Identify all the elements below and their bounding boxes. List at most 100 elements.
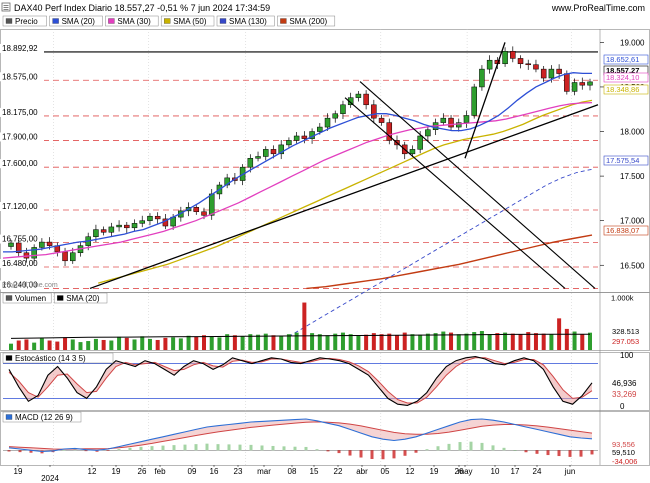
level-label-bg	[0, 201, 44, 211]
sma-line	[98, 99, 593, 284]
candle	[278, 144, 284, 155]
level-label: 16.480,00	[2, 259, 38, 268]
volume-bar	[147, 338, 152, 350]
x-tick-label: jun	[564, 467, 576, 476]
panels	[0, 29, 650, 466]
level-label-bg	[0, 107, 44, 117]
y-tick-label: 1.000k	[611, 293, 634, 302]
volume-bar	[387, 333, 392, 350]
value-label: 93,556	[612, 440, 635, 449]
trend-line	[359, 81, 596, 289]
volume-bar	[55, 341, 60, 350]
macd-histogram-bar	[128, 447, 132, 451]
macd-histogram-bar	[260, 445, 264, 451]
value-label: 328.513	[612, 327, 639, 336]
candle	[579, 82, 586, 86]
level-label-bg	[0, 72, 44, 82]
candle	[131, 223, 138, 229]
stoch-fill	[9, 356, 592, 406]
volume-bar	[256, 334, 261, 350]
x-tick-label: 22	[334, 467, 343, 476]
x-tick-label: abr	[356, 467, 368, 476]
legend-item	[2, 411, 82, 423]
macd-histogram-bar	[304, 446, 308, 451]
legend-item	[277, 15, 336, 27]
legend-label: SMA (20)	[62, 17, 96, 26]
x-tick-label: 05	[381, 467, 390, 476]
menu-lines-icon[interactable]	[1, 2, 11, 12]
macd-histogram-bar	[139, 446, 143, 451]
macd-signal-line	[8, 421, 593, 450]
y-tick-label: 17.000	[620, 217, 645, 226]
candle	[139, 220, 145, 224]
macd-histogram-bar	[150, 446, 154, 451]
macd-histogram-bar	[425, 449, 429, 451]
watermark: www.ProRealTime.com	[551, 3, 645, 13]
y-tick-label: 17.500	[620, 172, 645, 181]
macd-histogram-bar	[62, 450, 66, 451]
macd-histogram-bar	[568, 450, 572, 457]
stoch-d-line	[8, 357, 593, 404]
volume-bar	[178, 338, 183, 350]
x-tick-label: 26	[138, 467, 147, 476]
candle	[46, 241, 53, 246]
macd-histogram-bar	[491, 445, 495, 451]
volume-bar	[279, 335, 284, 350]
level-label-bg	[0, 43, 44, 53]
volume-bar	[495, 333, 500, 350]
volume-bar	[526, 332, 531, 350]
macd-histogram-bar	[403, 450, 407, 456]
candle	[409, 149, 416, 155]
macd-line	[8, 418, 593, 453]
legend-swatch	[5, 18, 13, 24]
macd-histogram-bar	[326, 450, 330, 452]
legend-swatch	[57, 295, 64, 301]
value-label: 33,269	[612, 390, 637, 399]
volume-bar	[109, 340, 114, 350]
legend-swatch	[108, 18, 115, 24]
x-tick-label: 15	[310, 467, 319, 476]
legend-item	[216, 15, 275, 27]
volume-bar	[171, 337, 176, 350]
legend-label: SMA (30)	[117, 17, 151, 26]
volume-bar	[302, 302, 307, 350]
candle	[263, 149, 269, 157]
watermark-small: ProRealTime.com	[2, 282, 58, 289]
legend-swatch	[5, 295, 13, 301]
value-label: 297.053	[612, 337, 639, 346]
volume-bar	[263, 333, 268, 350]
macd-histogram-bar	[238, 444, 242, 451]
candle	[332, 113, 338, 119]
legend-label: SMA (200)	[289, 17, 327, 26]
value-label: -34,006	[612, 457, 637, 466]
trend-line	[464, 42, 506, 159]
volume-bar	[333, 333, 338, 350]
candle	[340, 104, 346, 114]
volume-sma-line	[10, 333, 591, 339]
macd-histogram-bar	[480, 442, 484, 451]
volume-bar	[356, 335, 361, 350]
legend-swatch	[164, 18, 171, 24]
macd-histogram-bar	[524, 450, 528, 453]
value-box	[603, 155, 649, 166]
candle	[456, 122, 462, 128]
candle	[100, 229, 107, 233]
candle	[471, 86, 477, 116]
candle	[124, 224, 130, 229]
macd-histogram-bar	[337, 450, 341, 454]
legends: Precio SMA (20) SMA (30) SMA (50) SMA (130) S…	[2, 15, 336, 423]
value-label: 17.575,54	[606, 156, 639, 165]
macd-histogram-bar	[95, 450, 99, 452]
x-tick-label: mar	[257, 467, 271, 476]
candle	[247, 158, 254, 168]
macd-histogram-bar	[557, 450, 561, 457]
level-label: 16.755,00	[2, 235, 38, 244]
level-label-bg	[0, 234, 44, 244]
volume-bar	[572, 331, 577, 350]
level-label: 17.900,00	[2, 132, 38, 141]
macd-histogram-bar	[216, 444, 220, 451]
candle	[154, 215, 161, 220]
volume-bar	[294, 332, 299, 350]
candle	[371, 104, 377, 119]
